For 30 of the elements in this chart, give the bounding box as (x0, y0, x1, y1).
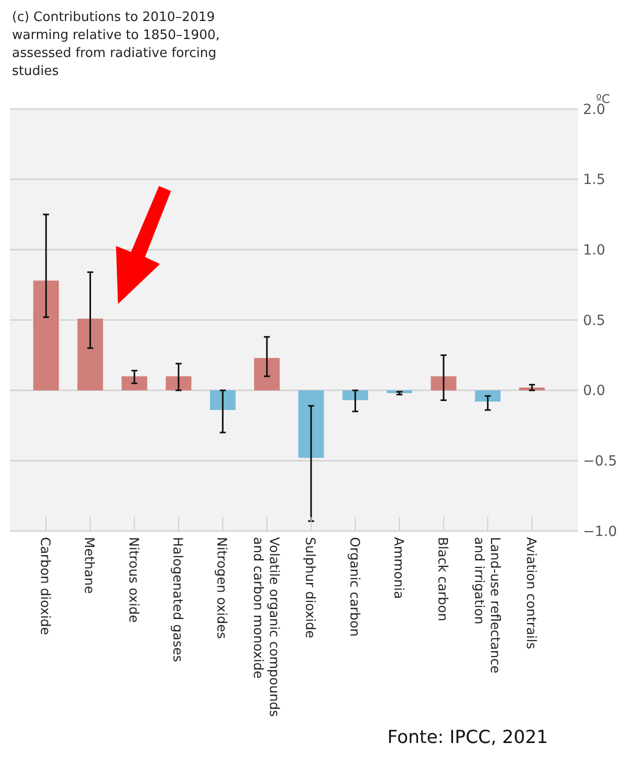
y-tick-label: 0.0 (583, 383, 606, 400)
y-tick-label: 2.0 (583, 102, 606, 118)
source-note: Fonte: IPCC, 2021 (387, 727, 548, 748)
y-tick-label: −1.0 (583, 524, 617, 540)
x-tick-label: Aviation contrails (522, 537, 538, 650)
x-tick-label: Nitrous oxide (125, 537, 140, 623)
x-tick-label: Methane (81, 537, 96, 594)
bar (166, 376, 192, 390)
bar (474, 390, 501, 402)
bar (254, 358, 280, 390)
bar (298, 390, 324, 458)
bar (210, 390, 236, 410)
x-tick-label: Ammonia (390, 537, 406, 599)
x-tick-label: Land-use reflectance and irrigation (470, 537, 502, 674)
chart-title: (c) Contributions to 2010–2019 warming relative to 1850–1900, assessed from radiative forcing studies (12, 10, 220, 79)
x-tick-label: Volatile organic compounds and carbon monoxide (250, 537, 281, 717)
bar (430, 376, 456, 390)
x-tick-label: Black carbon (434, 537, 450, 622)
x-tick-label: Carbon dioxide (37, 537, 52, 635)
y-tick-label: 0.5 (583, 312, 606, 329)
x-tick-label: Sulphur dioxide (302, 537, 318, 638)
x-tick-label: Organic carbon (346, 537, 362, 637)
x-tick-label: Nitrogen oxides (214, 537, 229, 640)
x-tick-label: Halogenated gases (170, 537, 185, 662)
bar (77, 318, 104, 390)
bar (122, 376, 148, 390)
bar (33, 280, 59, 390)
y-tick-label: 1.0 (583, 242, 606, 259)
y-tick-label: −0.5 (583, 454, 617, 470)
y-tick-label: 1.5 (583, 172, 606, 188)
